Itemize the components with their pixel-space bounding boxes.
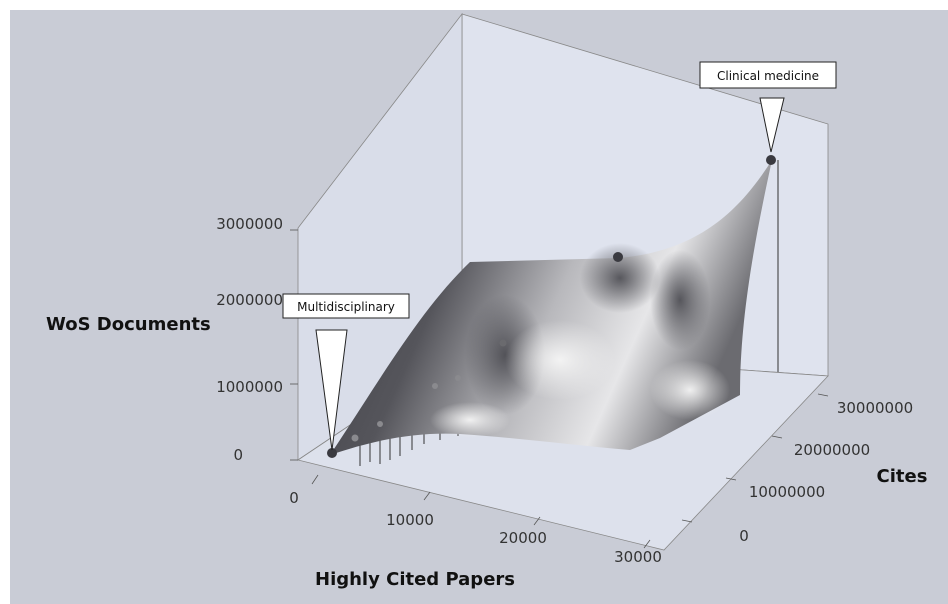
- x-tick-label: 20000: [499, 529, 547, 547]
- z-tick-label: 0: [233, 446, 243, 464]
- data-points: [327, 155, 776, 458]
- z-tick-label: 1000000: [216, 378, 283, 396]
- label-multidisciplinary: Multidisciplinary: [297, 300, 395, 314]
- x-ticks: [311, 474, 651, 549]
- z-axis-label: WoS Documents: [46, 314, 211, 335]
- point-mid[interactable]: [613, 252, 623, 262]
- y-axis-label: Cites: [877, 466, 928, 487]
- callout-box-clinical: [699, 61, 837, 89]
- y-ticks: [681, 393, 829, 523]
- y-tick-label: 20000000: [794, 441, 870, 459]
- surface-highlight-3: [430, 402, 510, 438]
- point-multidisciplinary[interactable]: [327, 448, 337, 458]
- surface-peak-3: [650, 250, 710, 350]
- z-tick-label: 2000000: [216, 291, 283, 309]
- surface-peak-2: [580, 243, 660, 313]
- y-tick-label: 0: [739, 527, 749, 545]
- callout-pointer-multidisciplinary: [315, 329, 348, 451]
- y-tick-label: 30000000: [837, 399, 913, 417]
- surface-highlight-1: [505, 320, 615, 400]
- surface-highlight-2: [650, 360, 730, 420]
- point-clinical-medicine[interactable]: [766, 155, 776, 165]
- callout-box-multidisciplinary: [282, 293, 410, 319]
- x-tick-label: 0: [289, 489, 299, 507]
- z-tick-label: 3000000: [216, 215, 283, 233]
- x-tick-label: 30000: [614, 548, 662, 566]
- x-tick-label: 10000: [386, 511, 434, 529]
- y-tick-label: 10000000: [749, 483, 825, 501]
- x-axis-label: Highly Cited Papers: [315, 569, 515, 590]
- label-clinical-medicine: Clinical medicine: [717, 69, 819, 83]
- callout-pointer-clinical: [759, 97, 785, 153]
